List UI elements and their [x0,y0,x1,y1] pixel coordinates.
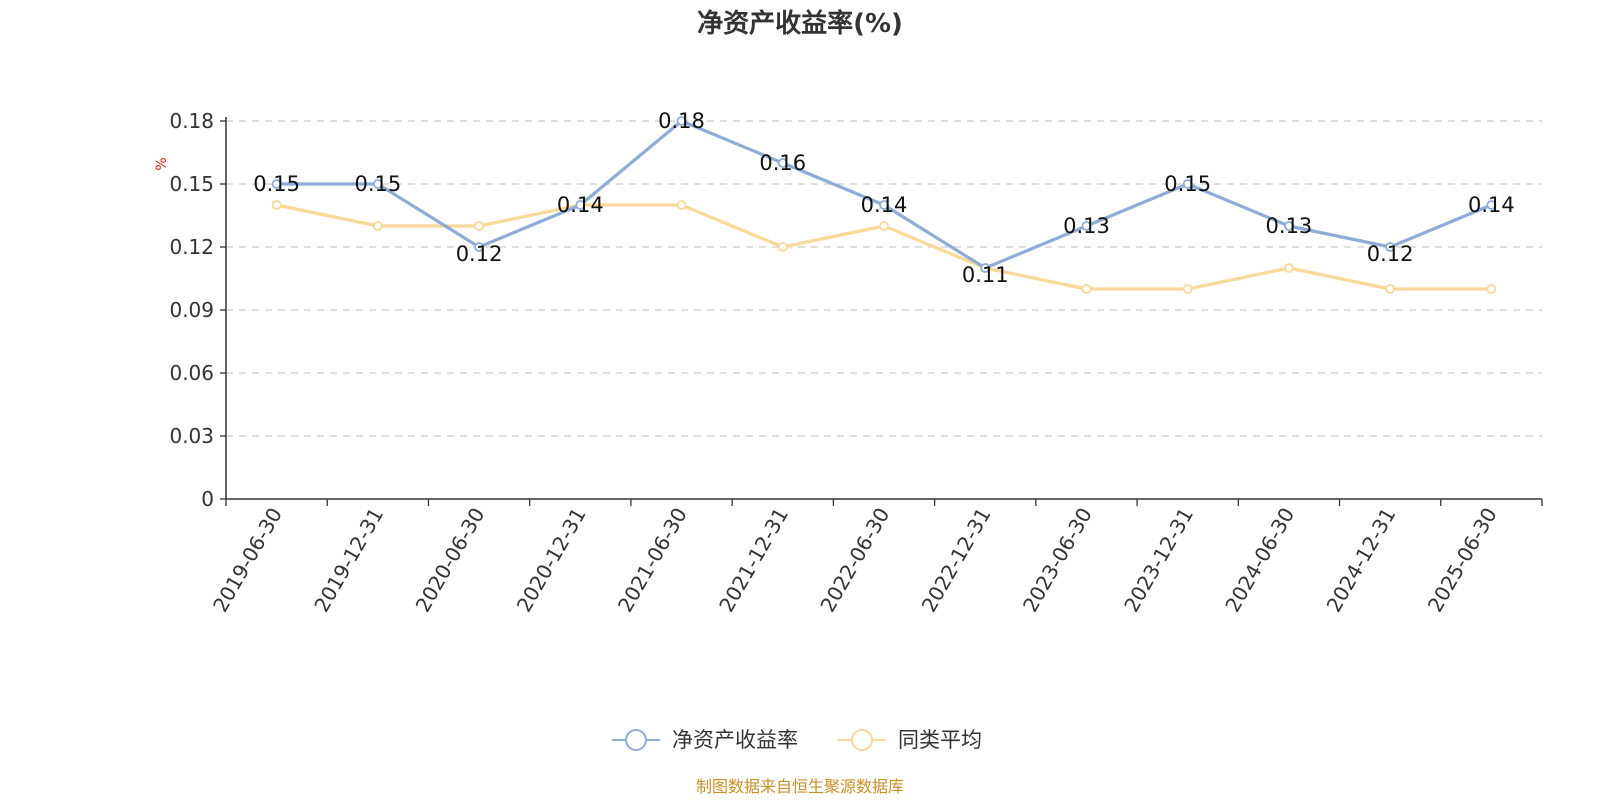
data-point-peer-average [1486,284,1497,294]
x-tick-label: 2024-06-30 [1220,504,1299,617]
data-point-roe [1182,179,1193,189]
x-tick-label: 2020-12-31 [512,504,591,617]
x-tick-label: 2021-06-30 [613,504,692,617]
data-label-roe: 0.15 [253,172,300,196]
data-label-roe: 0.13 [1266,214,1313,238]
x-tick-label: 2024-12-31 [1322,504,1401,617]
y-axis-ticks: 0 0.03 0.06 0.09 0.12 0.15 0.18 [169,109,226,511]
x-tick-label: 2023-06-30 [1018,504,1097,617]
data-label-roe: 0.15 [1164,172,1211,196]
data-label-roe: 0.14 [861,193,908,217]
legend-item-peer-average[interactable]: 同类平均 [838,728,982,752]
data-point-roe [879,200,889,210]
data-label-roe: 0.16 [759,151,806,175]
data-point-peer-average [271,200,282,210]
y-tick-label: 0.06 [169,361,214,385]
y-tick-label: 0.09 [169,298,214,322]
legend-marker-peer-average [851,729,873,751]
y-tick-label: 0.15 [169,172,214,196]
x-tick-label: 2023-12-31 [1119,504,1198,617]
data-point-peer-average [1385,284,1396,294]
x-tick-label: 2025-06-30 [1423,504,1502,617]
y-tick-label: 0.12 [169,235,214,259]
data-label-roe: 0.12 [456,242,503,266]
axes [225,117,1542,500]
legend-label-peer-average: 同类平均 [898,728,982,752]
data-label-roe: 0.14 [557,193,604,217]
legend: 净资产收益率 同类平均 [612,728,982,752]
data-label-roe: 0.13 [1063,214,1110,238]
x-tick-label: 2022-12-31 [917,504,996,617]
x-tick-label: 2019-12-31 [309,504,388,617]
data-label-roe: 0.12 [1367,242,1414,266]
data-point-peer-average [1182,284,1193,294]
data-point-roe [372,179,383,189]
data-point-roe [1081,221,1092,231]
x-tick-label: 2019-06-30 [208,504,287,617]
data-point-roe [271,179,282,189]
data-point-roe [1385,242,1396,252]
data-point-roe [980,263,991,273]
y-tick-label: 0.03 [169,424,214,448]
data-point-peer-average [777,242,788,252]
x-tick-label: 2021-12-31 [714,504,793,617]
data-point-peer-average [474,221,484,231]
chart-title: 净资产收益率(%) [697,8,903,39]
legend-marker-roe [625,729,647,751]
data-point-roe [474,242,484,252]
data-point-peer-average [879,221,889,231]
data-source-note: 制图数据来自恒生聚源数据库 [696,777,904,796]
data-point-peer-average [676,200,687,210]
y-axis-unit: % [154,157,170,170]
legend-label-roe: 净资产收益率 [672,728,798,752]
series-lines [271,116,1497,294]
data-point-roe [575,200,586,210]
grid-lines [226,120,1542,437]
x-axis-ticks: 2019-06-30 2019-12-31 2020-06-30 2020-12-31… [208,499,1543,617]
data-point-peer-average [372,221,383,231]
x-tick-label: 2022-06-30 [815,504,894,617]
data-point-peer-average [1081,284,1092,294]
y-tick-label: 0.18 [169,109,214,133]
data-point-peer-average [1284,263,1294,273]
data-point-roe [1284,221,1294,231]
x-tick-label: 2020-06-30 [411,504,490,617]
data-point-roe [1486,200,1497,210]
data-point-roe [777,158,788,168]
data-label-roe: 0.18 [658,109,705,133]
legend-item-roe[interactable]: 净资产收益率 [612,728,798,752]
data-label-roe: 0.15 [354,172,401,196]
data-point-roe [676,116,687,126]
data-label-roe: 0.11 [962,263,1009,287]
data-labels: 0.15 0.15 0.12 0.14 0.18 0.16 0.14 0.11 0.13 0.15… [253,109,1515,287]
y-tick-label: 0 [201,487,214,511]
data-label-roe: 0.14 [1468,193,1515,217]
